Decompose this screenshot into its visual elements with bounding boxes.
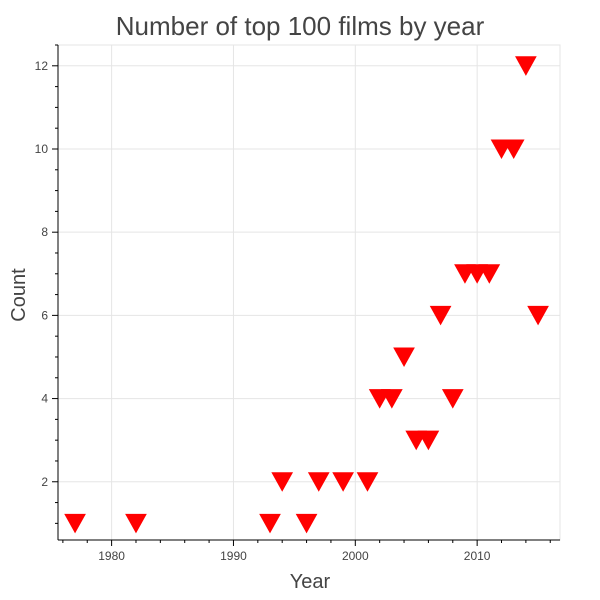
data-point-marker [502,139,525,160]
x-tick-label: 1990 [220,549,247,563]
chart-title: Number of top 100 films by year [116,11,485,41]
grid-lines [58,45,560,540]
data-point-marker [307,472,330,492]
data-point-marker [125,513,147,534]
y-tick-label: 12 [35,59,49,73]
x-tick-label: 2000 [342,549,369,563]
data-point-marker [527,305,549,326]
data-point-marker [393,347,415,368]
y-tick-label: 4 [41,392,48,406]
data-point-marker [356,472,379,492]
y-tick-label: 2 [41,475,48,489]
data-point-marker [271,472,294,492]
data-point-marker [441,389,464,409]
plot-frame [57,44,561,541]
y-axis-label: Count [8,268,30,322]
y-tick-label: 6 [41,308,48,322]
data-point-marker [332,472,354,492]
y-tick-label: 8 [41,225,48,239]
x-axis-label: Year [290,571,331,593]
data-point-marker [259,513,281,534]
data-point-marker [417,430,440,451]
data-point-marker [429,305,452,326]
tick-labels: 1980 1990 2000 2010 2 4 6 8 10 12 [35,59,491,563]
x-tick-label: 1980 [98,549,125,563]
data-point-marker [515,56,537,76]
data-point-marker [64,513,86,534]
data-point-marker [478,264,501,284]
data-point-marker [295,513,318,534]
x-tick-label: 2010 [464,549,491,563]
data-point-marker [381,389,403,409]
y-tick-label: 10 [35,142,49,156]
data-markers [64,56,549,534]
axes [52,44,560,546]
